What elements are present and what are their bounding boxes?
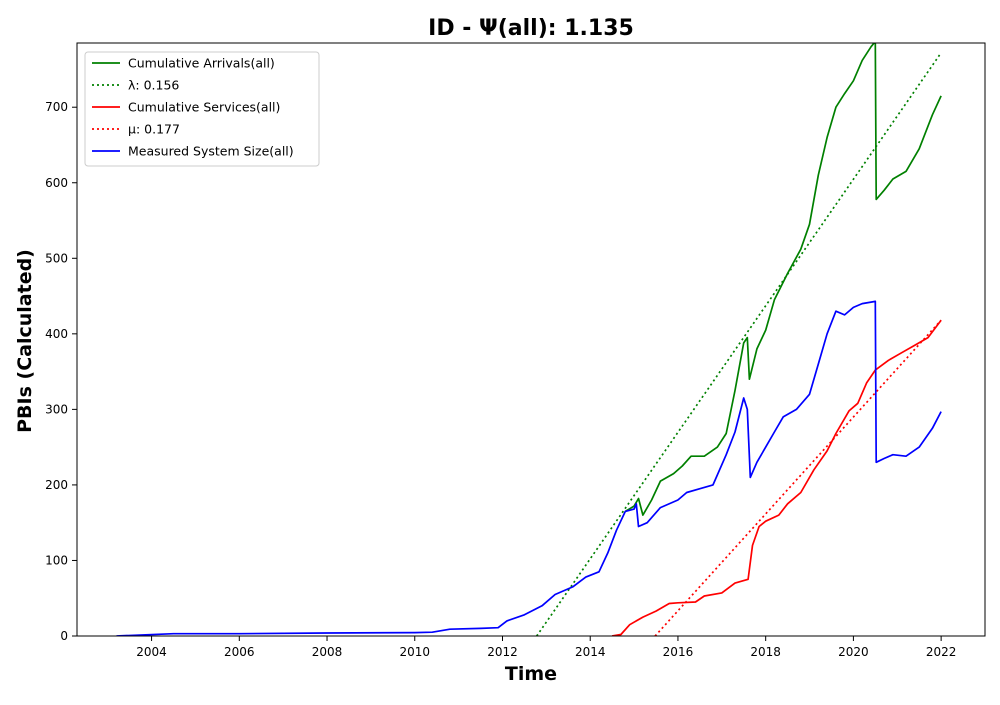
x-axis-label: Time (505, 663, 557, 685)
series-line-2 (611, 319, 942, 636)
legend-label-2: Cumulative Services(all) (128, 100, 280, 115)
series-line-0 (624, 43, 942, 516)
x-tick-label: 2006 (224, 645, 255, 659)
y-tick-label: 200 (45, 478, 68, 492)
plot-area: 2004 2006 2008 2010 2012 2014 2016 2018 2020 2022… (45, 42, 986, 659)
series-line-4 (116, 300, 942, 636)
x-tick-label: 2008 (312, 645, 343, 659)
x-tick-label: 2010 (399, 645, 430, 659)
legend-label-0: Cumulative Arrivals(all) (128, 56, 275, 71)
y-tick-label: 700 (45, 100, 68, 114)
y-axis-label: PBIs (Calculated) (14, 249, 36, 433)
plot-frame (76, 42, 986, 637)
x-tick-label: 2014 (575, 645, 606, 659)
y-tick-label: 400 (45, 327, 68, 341)
y-tick-label: 600 (45, 176, 68, 190)
legend-box (84, 51, 320, 167)
y-tick-label: 0 (60, 629, 68, 643)
x-tick-label: 2012 (487, 645, 518, 659)
x-tick-label: 2020 (838, 645, 869, 659)
legend-label-1: λ: 0.156 (128, 78, 179, 93)
series-line-3 (654, 319, 942, 636)
legend: Cumulative Arrivals(all) λ: 0.156 Cumulati… (84, 51, 320, 167)
legend-label-4: Measured System Size(all) (128, 144, 294, 159)
y-tick-label: 500 (45, 251, 68, 265)
x-tick-label: 2018 (750, 645, 781, 659)
x-tick-label: 2022 (926, 645, 957, 659)
chart-title: ID - Ψ(all): 1.135 (428, 16, 634, 41)
y-tick-label: 100 (45, 553, 68, 567)
y-tick-label: 300 (45, 402, 68, 416)
x-tick-label: 2004 (136, 645, 167, 659)
series-line-1 (536, 52, 942, 636)
legend-label-3: μ: 0.177 (128, 122, 180, 137)
x-tick-label: 2016 (663, 645, 694, 659)
